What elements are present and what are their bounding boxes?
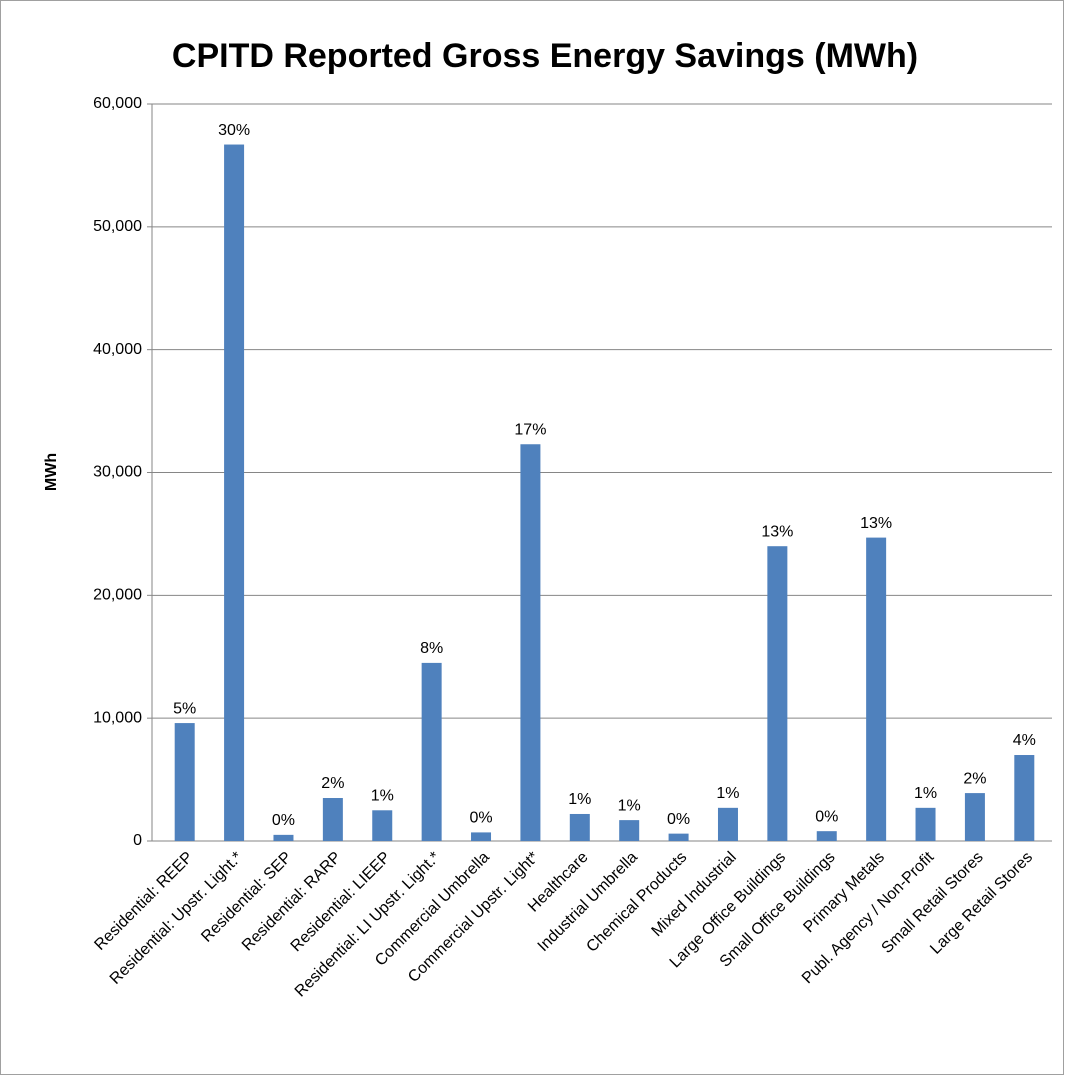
- data-label: 13%: [860, 515, 892, 532]
- y-axis-label: MWh: [43, 453, 60, 491]
- bar: [471, 832, 492, 841]
- bar: [174, 723, 195, 841]
- bar: [717, 807, 738, 841]
- y-tick-label: 0: [133, 832, 142, 849]
- bar: [668, 833, 689, 841]
- y-tick-label: 20,000: [93, 587, 142, 604]
- bar: [915, 807, 936, 841]
- y-tick-label: 40,000: [93, 341, 142, 358]
- data-label: 30%: [218, 122, 250, 139]
- data-label: 4%: [1013, 732, 1036, 749]
- data-label: 2%: [321, 775, 344, 792]
- data-label: 1%: [914, 785, 937, 802]
- y-tick-label: 50,000: [93, 218, 142, 235]
- data-label: 17%: [514, 421, 546, 438]
- bar: [224, 144, 245, 841]
- bar: [964, 793, 985, 841]
- y-tick-label: 30,000: [93, 464, 142, 481]
- bar: [421, 662, 442, 841]
- bar: [767, 546, 788, 841]
- y-tick-label: 10,000: [93, 709, 142, 726]
- bar: [372, 810, 393, 841]
- data-label: 1%: [716, 785, 739, 802]
- bar: [273, 834, 294, 841]
- y-tick-label: 60,000: [93, 95, 142, 112]
- chart-title: CPITD Reported Gross Energy Savings (MWh…: [172, 37, 918, 75]
- data-label: 1%: [568, 791, 591, 808]
- bar: [520, 444, 541, 841]
- bar: [816, 831, 837, 841]
- data-label: 2%: [963, 770, 986, 787]
- data-label: 8%: [420, 640, 443, 657]
- bar: [619, 820, 640, 841]
- data-label: 0%: [667, 811, 690, 828]
- bar: [1014, 755, 1035, 841]
- data-label: 0%: [469, 810, 492, 827]
- data-label: 0%: [815, 808, 838, 825]
- data-label: 13%: [761, 523, 793, 540]
- bar: [569, 813, 590, 841]
- data-label: 0%: [272, 812, 295, 829]
- bar: [866, 537, 887, 841]
- bar: [322, 798, 343, 841]
- data-label: 1%: [371, 788, 394, 805]
- data-label: 1%: [618, 797, 641, 814]
- data-label: 5%: [173, 700, 196, 717]
